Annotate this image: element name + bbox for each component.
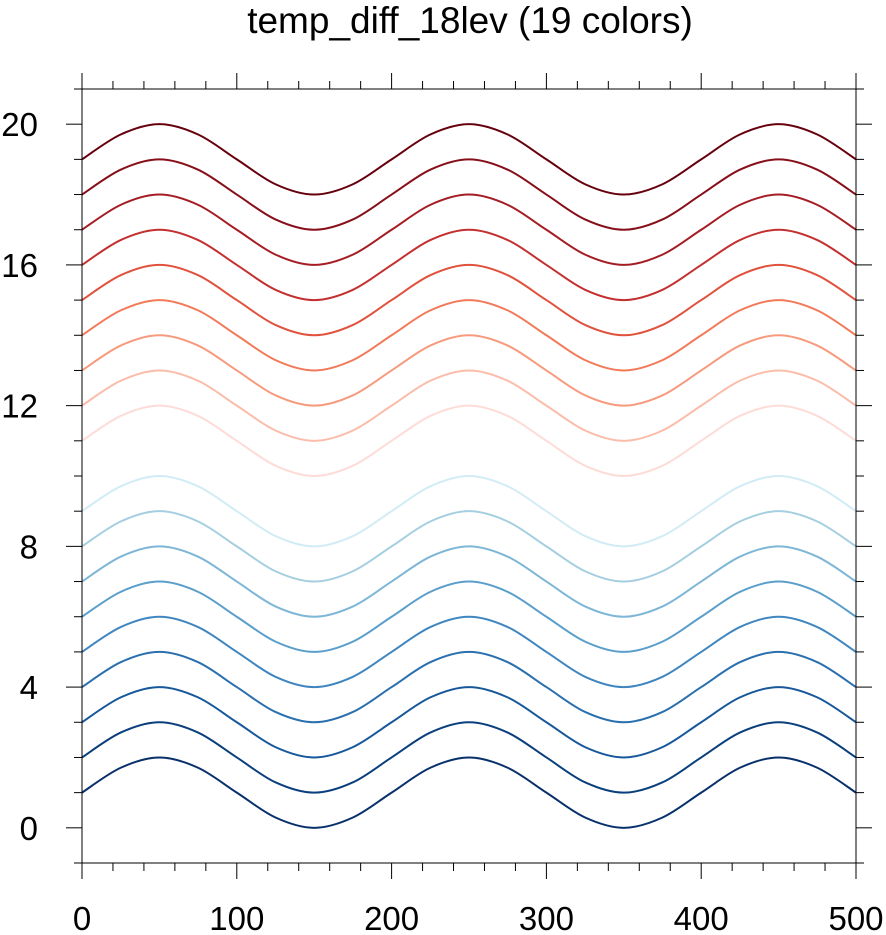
series-line-14 — [81, 299, 857, 372]
y-tick-label-20: 20 — [1, 106, 38, 143]
series-line-1 — [81, 756, 857, 829]
series-line-15 — [81, 263, 857, 337]
x-tick-label-300: 300 — [519, 900, 574, 935]
y-tick-label-12: 12 — [1, 388, 38, 425]
series-line-11 — [81, 404, 857, 478]
y-tick-label-16: 16 — [1, 247, 38, 284]
series-line-17 — [81, 193, 857, 266]
y-tick-label-0: 0 — [20, 810, 38, 847]
x-tick-label-100: 100 — [209, 900, 264, 935]
series-line-4 — [81, 650, 857, 724]
y-tick-label-8: 8 — [20, 528, 38, 565]
series-line-9 — [81, 474, 857, 548]
series-line-3 — [81, 686, 857, 759]
x-tick-label-500: 500 — [828, 900, 883, 935]
chart-title: temp_diff_18lev (19 colors) — [247, 0, 693, 41]
series-layer — [81, 123, 857, 829]
tick-label-layer: 0 100 200 300 400 500 0 4 8 12 16 20 — [1, 106, 883, 935]
series-line-8 — [81, 510, 857, 583]
series-line-16 — [81, 228, 857, 302]
series-line-5 — [81, 615, 857, 689]
series-line-12 — [81, 369, 857, 442]
y-tick-label-4: 4 — [20, 669, 38, 706]
x-tick-label-400: 400 — [674, 900, 729, 935]
series-line-10 — [81, 439, 857, 513]
x-tick-label-200: 200 — [364, 900, 419, 935]
series-line-19 — [81, 123, 857, 196]
series-line-13 — [81, 334, 857, 407]
series-line-2 — [81, 721, 857, 794]
series-line-6 — [81, 580, 857, 653]
ticks-layer — [66, 73, 872, 879]
series-line-7 — [81, 545, 857, 618]
x-tick-label-0: 0 — [73, 900, 91, 935]
series-line-18 — [81, 158, 857, 231]
